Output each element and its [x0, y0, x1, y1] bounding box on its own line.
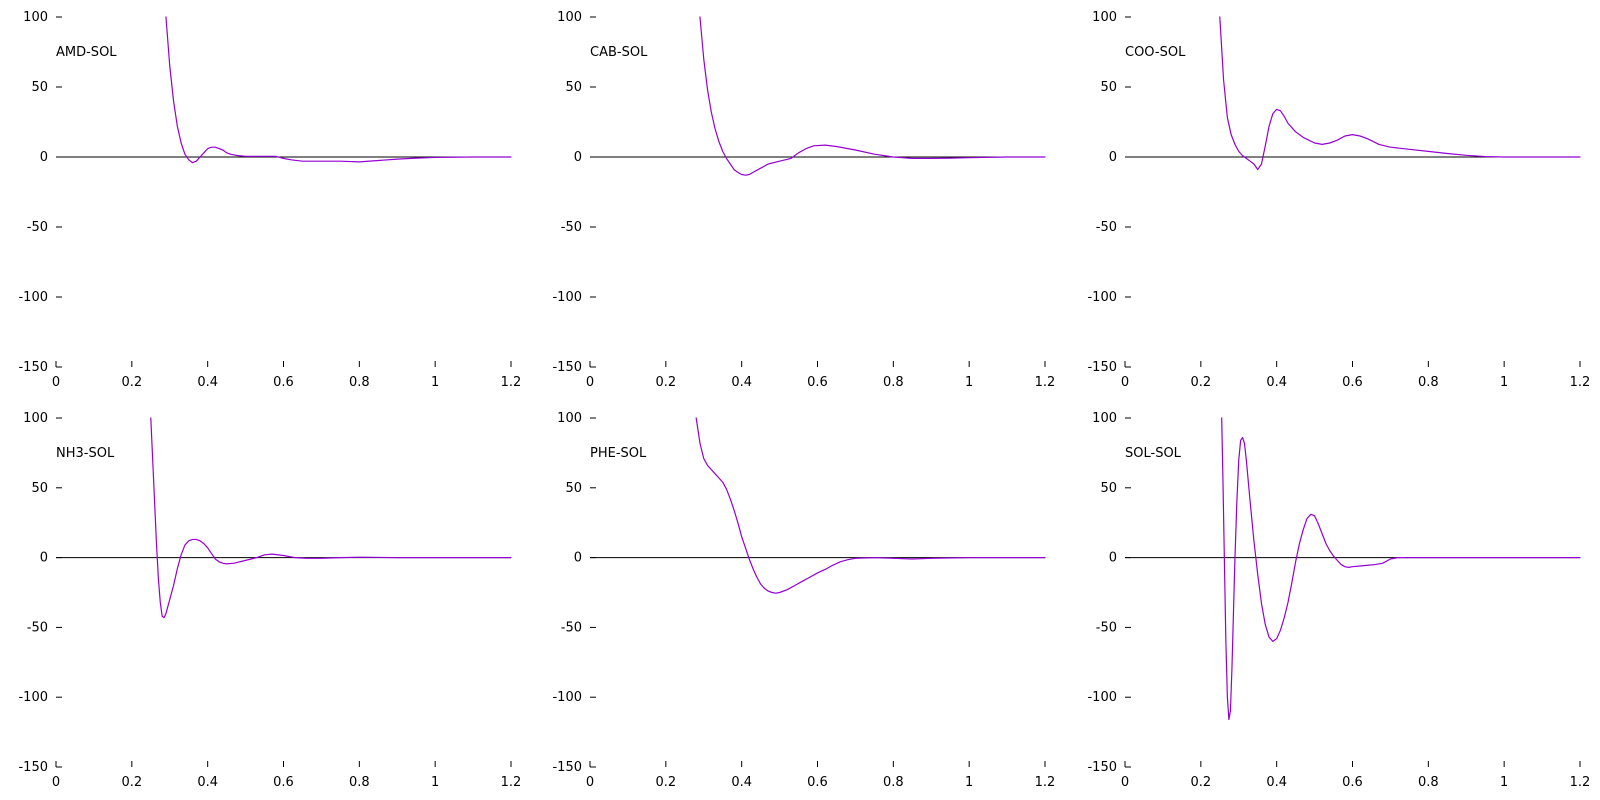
x-tick-label: 0.2 [655, 375, 676, 390]
y-tick-label: -50 [1096, 220, 1117, 235]
x-tick-label: 0.2 [1190, 775, 1211, 790]
x-tick-label: 0.2 [121, 775, 142, 790]
y-tick-label: -50 [27, 220, 48, 235]
y-tick-label: 100 [23, 411, 48, 426]
y-tick-label: 100 [557, 411, 582, 426]
series-line [699, 16, 1046, 176]
y-tick-label: -100 [552, 690, 582, 705]
x-tick-label: 1.2 [1035, 775, 1056, 790]
x-tick-label: 0 [586, 775, 594, 790]
panel-coo-sol: 100 50 0 -50 -100 -150 0 0.2 0.4 0.6 0.8 1 1.2 COO-SO… [1087, 10, 1590, 390]
x-tick-label: 0.4 [197, 775, 218, 790]
x-tick-label: 0.8 [1418, 375, 1439, 390]
x-tick-label: 0.6 [807, 375, 828, 390]
x-tick-label: 0 [52, 375, 60, 390]
x-tick-label: 0.2 [121, 375, 142, 390]
panel-amd-sol: 100 50 0 -50 -100 -150 0 0.2 0.4 0.6 0.8 1 1.2 AMD-SO… [18, 10, 521, 390]
x-tick-label: 0.8 [883, 375, 904, 390]
y-tick-label: -150 [1087, 360, 1117, 375]
panel-sol-sol: 100 50 0 -50 -100 -150 0 0.2 0.4 0.6 0.8 1 1.2 SOL-SO… [1087, 411, 1590, 790]
y-tick-label: 0 [40, 150, 48, 165]
panel-title: AMD-SOL [56, 45, 117, 60]
x-tick-label: 0.4 [731, 775, 752, 790]
y-tick-label: -100 [18, 690, 48, 705]
x-tick-label: 0.8 [1418, 775, 1439, 790]
x-tick-label: 1.2 [501, 375, 522, 390]
x-tick-label: 1.2 [1570, 375, 1591, 390]
y-tick-label: -50 [1096, 620, 1117, 635]
y-tick-label: -150 [552, 760, 582, 775]
y-tick-label: -150 [18, 360, 48, 375]
series-line [165, 16, 512, 164]
panel-cab-sol: 100 50 0 -50 -100 -150 0 0.2 0.4 0.6 0.8 1 1.2 CAB-SO… [552, 10, 1055, 390]
y-tick-label: 100 [23, 10, 48, 25]
x-tick-label: 1 [965, 775, 973, 790]
y-tick-label: -100 [1087, 290, 1117, 305]
x-tick-label: 0.2 [655, 775, 676, 790]
x-tick-label: 0.8 [349, 775, 370, 790]
panel-title: COO-SOL [1125, 45, 1186, 60]
x-tick-label: 0.4 [1266, 375, 1287, 390]
series-line [1221, 417, 1581, 721]
x-tick-label: 1 [965, 375, 973, 390]
y-tick-label: -100 [18, 290, 48, 305]
series-line [1219, 16, 1581, 171]
y-tick-label: -50 [27, 620, 48, 635]
x-tick-label: 0.6 [273, 775, 294, 790]
y-tick-label: 50 [31, 80, 48, 95]
x-tick-label: 0 [1121, 775, 1129, 790]
x-tick-label: 1 [431, 775, 439, 790]
y-tick-label: 0 [40, 551, 48, 566]
x-tick-label: 1 [431, 375, 439, 390]
x-tick-label: 1 [1500, 775, 1508, 790]
panel-phe-sol: 100 50 0 -50 -100 -150 0 0.2 0.4 0.6 0.8 1 1.2 PHE-SO… [552, 411, 1055, 790]
x-tick-label: 0.4 [731, 375, 752, 390]
x-tick-label: 1.2 [501, 775, 522, 790]
panel-title: PHE-SOL [590, 446, 647, 461]
panel-title: CAB-SOL [590, 45, 648, 60]
x-tick-label: 1.2 [1035, 375, 1056, 390]
y-tick-label: 100 [1092, 411, 1117, 426]
x-tick-label: 0.6 [273, 375, 294, 390]
y-tick-label: 50 [1100, 80, 1117, 95]
y-tick-label: -150 [18, 760, 48, 775]
x-tick-label: 1 [1500, 375, 1508, 390]
y-tick-label: -150 [1087, 760, 1117, 775]
y-tick-label: 0 [1109, 551, 1117, 566]
y-tick-label: 50 [31, 481, 48, 496]
x-tick-label: 0.4 [1266, 775, 1287, 790]
y-tick-label: -100 [552, 290, 582, 305]
y-tick-label: -50 [561, 220, 582, 235]
panel-title: SOL-SOL [1125, 446, 1182, 461]
x-tick-label: 0.2 [1190, 375, 1211, 390]
panel-nh3-sol: 100 50 0 -50 -100 -150 0 0.2 0.4 0.6 0.8 1 1.2 NH3-SO… [18, 411, 521, 790]
y-tick-label: -50 [561, 620, 582, 635]
x-tick-label: 0.8 [349, 375, 370, 390]
x-tick-label: 0.6 [1342, 375, 1363, 390]
y-tick-label: 50 [565, 80, 582, 95]
y-tick-label: 50 [565, 481, 582, 496]
series-line [695, 417, 1046, 594]
y-tick-label: 0 [574, 150, 582, 165]
x-tick-label: 0.8 [883, 775, 904, 790]
y-tick-label: 50 [1100, 481, 1117, 496]
y-tick-label: 0 [574, 551, 582, 566]
y-tick-label: 0 [1109, 150, 1117, 165]
x-tick-label: 0 [52, 775, 60, 790]
y-tick-label: 100 [557, 10, 582, 25]
x-tick-label: 0.6 [807, 775, 828, 790]
x-tick-label: 0.4 [197, 375, 218, 390]
series-line [150, 417, 512, 619]
y-tick-label: 100 [1092, 10, 1117, 25]
x-tick-label: 0 [586, 375, 594, 390]
x-tick-label: 0 [1121, 375, 1129, 390]
panel-title: NH3-SOL [56, 446, 115, 461]
y-tick-label: -150 [552, 360, 582, 375]
y-tick-label: -100 [1087, 690, 1117, 705]
x-tick-label: 0.6 [1342, 775, 1363, 790]
x-tick-label: 1.2 [1570, 775, 1591, 790]
